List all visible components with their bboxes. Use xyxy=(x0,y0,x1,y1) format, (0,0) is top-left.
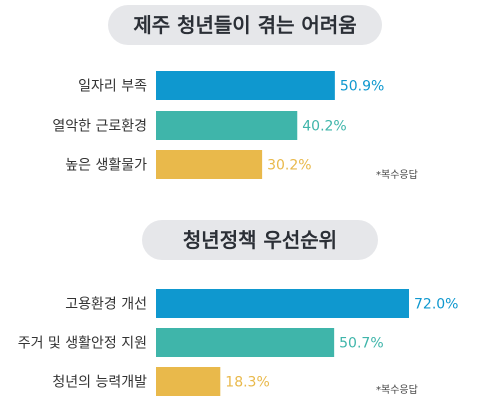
value-label: 18.3% xyxy=(225,375,269,391)
value-label: 30.2% xyxy=(267,158,311,174)
category-label: 주거 및 생활안정 지원 xyxy=(18,336,147,352)
bar xyxy=(156,289,409,318)
value-label: 40.2% xyxy=(302,119,346,135)
value-label: 50.9% xyxy=(340,79,384,95)
bar xyxy=(156,150,263,179)
category-label: 일자리 부족 xyxy=(78,79,147,95)
value-label: 72.0% xyxy=(414,297,458,313)
bar-chart-policy-priorities: 고용환경 개선 72.0% 주거 및 생활안정 지원 50.7% 청년의 능력개발 18.… xyxy=(18,289,458,396)
multiple-response-note: *복수응답 xyxy=(376,170,418,181)
value-label: 50.7% xyxy=(339,336,383,352)
category-label: 청년의 능력개발 xyxy=(52,375,147,391)
category-label: 높은 생활물가 xyxy=(65,158,147,174)
bar xyxy=(156,71,335,100)
chart-title: 청년정책 우선순위 xyxy=(142,220,378,260)
bar xyxy=(156,367,221,396)
category-label: 열악한 근로환경 xyxy=(52,119,147,135)
chart-panel-policy-priorities: 청년정책 우선순위 고용환경 개선 72.0% 주거 및 생활안정 지원 50.7% 청… xyxy=(0,216,484,414)
multiple-response-note: *복수응답 xyxy=(376,385,418,396)
chart-panel-difficulties: 제주 청년들이 겪는 어려움 일자리 부족 50.9% 열악한 근로환경 40.2% 높… xyxy=(0,0,484,205)
bar-chart-difficulties: 일자리 부족 50.9% 열악한 근로환경 40.2% 높은 생활물가 30.2% xyxy=(52,71,384,179)
bar xyxy=(156,328,335,357)
bar xyxy=(156,111,298,140)
chart-title: 제주 청년들이 겪는 어려움 xyxy=(108,5,382,45)
category-label: 고용환경 개선 xyxy=(65,297,147,313)
